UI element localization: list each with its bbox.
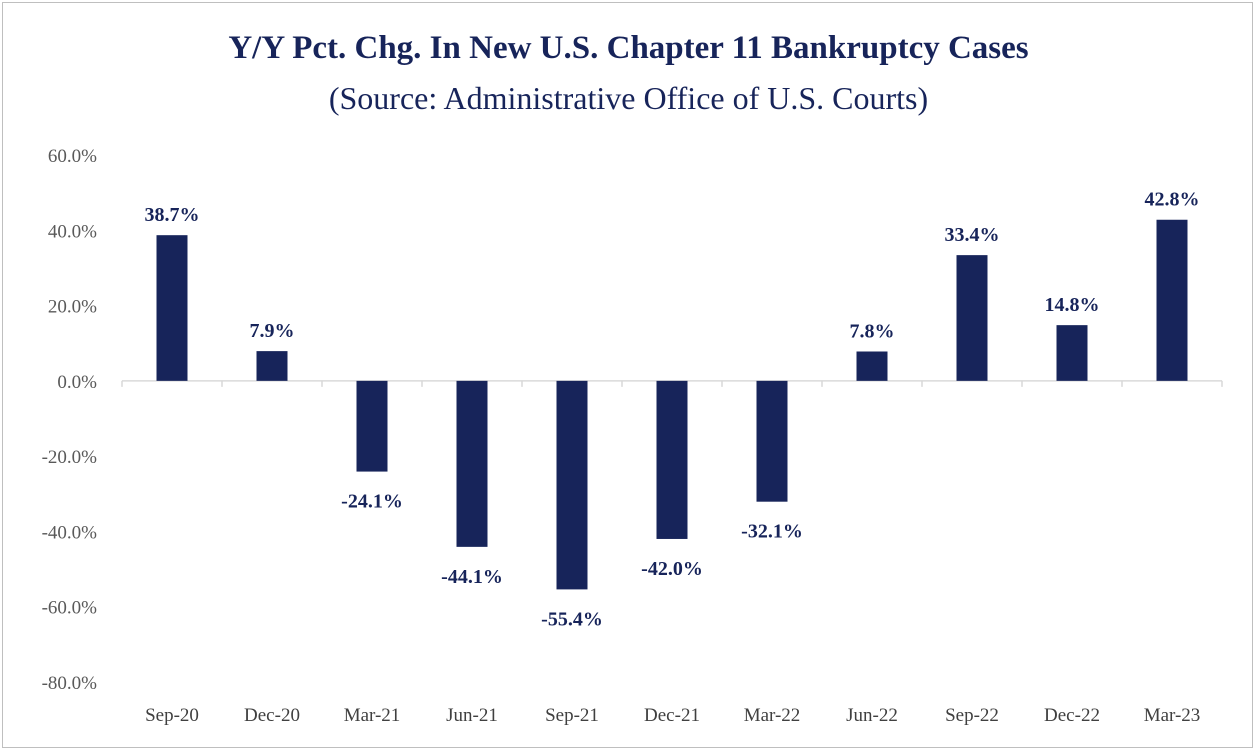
x-tick-label: Sep-22 (945, 705, 999, 726)
bar (656, 380, 688, 539)
x-tick-label: Mar-23 (1144, 705, 1201, 726)
y-tick-label: 40.0% (48, 221, 97, 242)
bar (856, 351, 888, 381)
x-tick-label: Dec-22 (1044, 705, 1100, 726)
bar (756, 380, 788, 502)
y-tick-label: -20.0% (42, 447, 98, 468)
data-label: -55.4% (541, 608, 603, 630)
data-label: 7.8% (850, 320, 895, 342)
chart-subtitle: (Source: Administrative Office of U.S. C… (328, 80, 929, 116)
x-tick-label: Sep-21 (545, 705, 599, 726)
bar (556, 380, 588, 590)
data-label: -24.1% (341, 491, 403, 513)
y-tick-label: 60.0% (48, 146, 97, 167)
x-tick-label: Dec-20 (244, 705, 300, 726)
data-label: 33.4% (945, 224, 1000, 246)
bar (356, 380, 388, 472)
data-label: -44.1% (441, 566, 503, 588)
chart-title: Y/Y Pct. Chg. In New U.S. Chapter 11 Ban… (228, 30, 1029, 66)
data-label: 38.7% (145, 204, 200, 226)
data-label: 7.9% (250, 320, 295, 342)
x-tick-label: Mar-21 (344, 705, 401, 726)
y-tick-label: 20.0% (48, 297, 97, 318)
x-tick-label: Sep-20 (145, 705, 199, 726)
y-tick-label: -40.0% (42, 522, 98, 543)
data-label: 42.8% (1145, 189, 1200, 211)
bar (1056, 325, 1088, 381)
x-tick-label: Jun-22 (846, 705, 898, 726)
data-label: -32.1% (741, 521, 803, 543)
data-label: 14.8% (1045, 294, 1100, 316)
bar (456, 380, 488, 547)
bar (256, 351, 288, 381)
data-label: -42.0% (641, 558, 703, 580)
y-tick-label: 0.0% (57, 372, 97, 393)
bar (1156, 219, 1188, 381)
y-tick-label: -80.0% (42, 673, 98, 694)
bar (956, 255, 988, 381)
x-tick-label: Dec-21 (644, 705, 700, 726)
bar (156, 235, 188, 381)
x-tick-label: Mar-22 (744, 705, 801, 726)
x-tick-label: Jun-21 (446, 705, 498, 726)
y-tick-label: -60.0% (42, 598, 98, 619)
